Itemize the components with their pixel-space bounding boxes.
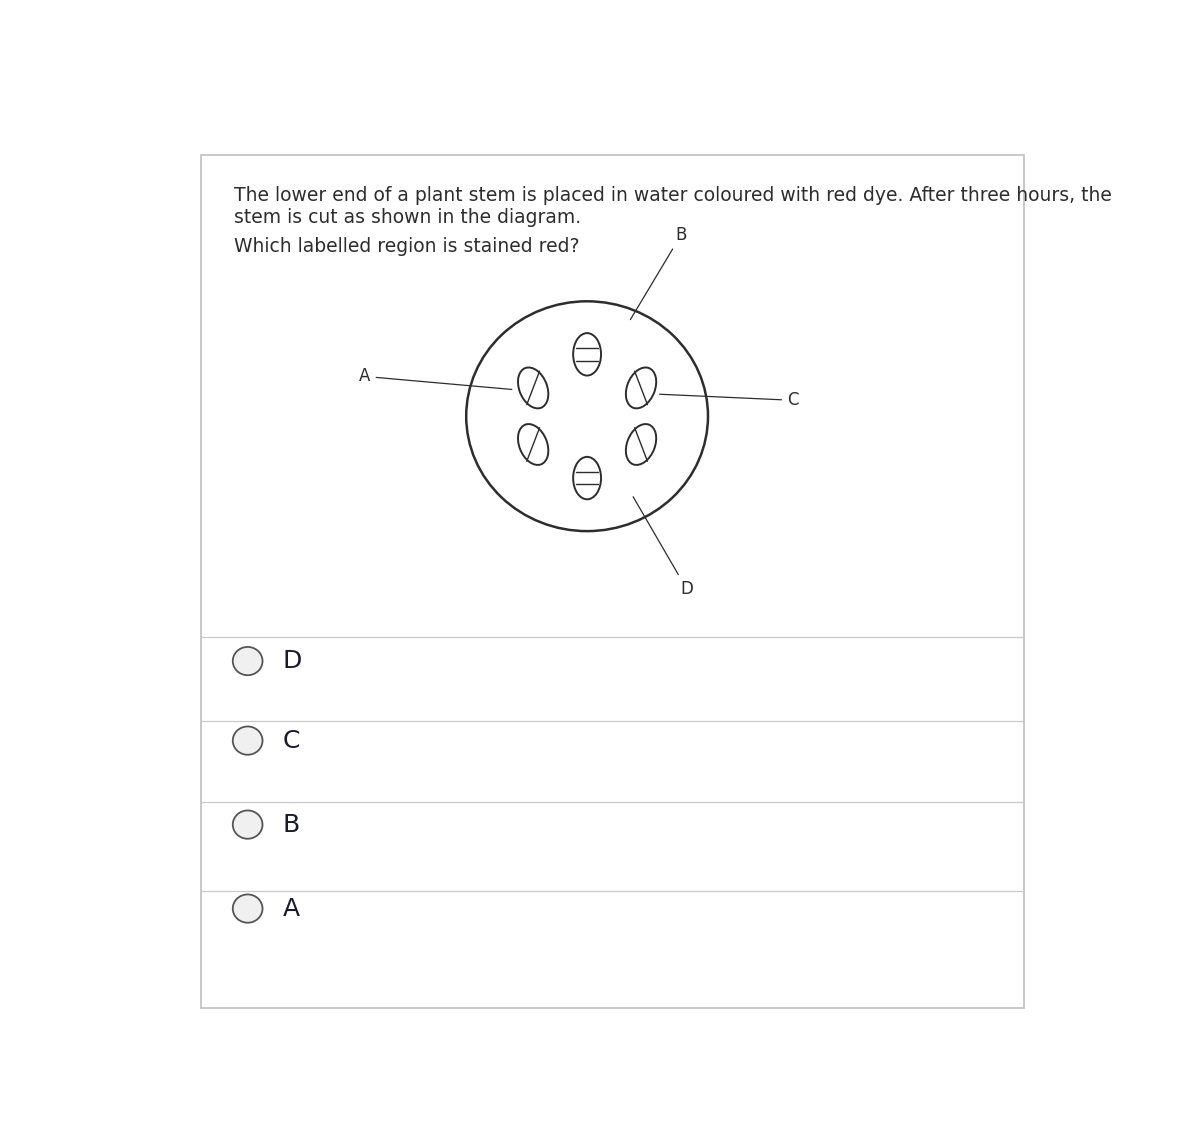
Text: stem is cut as shown in the diagram.: stem is cut as shown in the diagram.: [234, 209, 581, 227]
Text: A: A: [283, 897, 300, 921]
Text: C: C: [660, 391, 798, 410]
Circle shape: [233, 810, 263, 839]
Circle shape: [233, 647, 263, 675]
Text: D: D: [634, 497, 692, 598]
Circle shape: [233, 894, 263, 923]
Text: B: B: [630, 226, 686, 319]
Text: A: A: [359, 367, 511, 389]
FancyBboxPatch shape: [202, 155, 1025, 1008]
Text: D: D: [283, 649, 302, 673]
Text: C: C: [283, 729, 300, 753]
Text: The lower end of a plant stem is placed in water coloured with red dye. After th: The lower end of a plant stem is placed …: [234, 186, 1111, 205]
Circle shape: [233, 727, 263, 754]
Text: B: B: [283, 813, 300, 837]
Text: Which labelled region is stained red?: Which labelled region is stained red?: [234, 236, 580, 256]
